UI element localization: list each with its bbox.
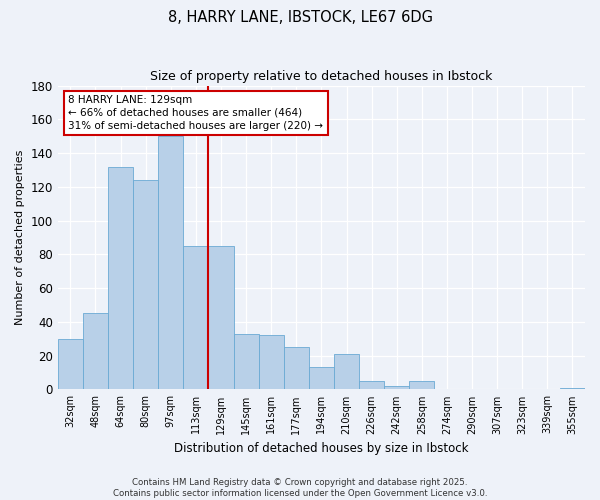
- Bar: [184, 246, 208, 390]
- Y-axis label: Number of detached properties: Number of detached properties: [15, 150, 25, 325]
- Bar: [409, 381, 434, 390]
- Text: Contains HM Land Registry data © Crown copyright and database right 2025.
Contai: Contains HM Land Registry data © Crown c…: [113, 478, 487, 498]
- Bar: [58, 339, 83, 390]
- Bar: [359, 381, 384, 390]
- Text: 8, HARRY LANE, IBSTOCK, LE67 6DG: 8, HARRY LANE, IBSTOCK, LE67 6DG: [167, 10, 433, 25]
- Bar: [208, 246, 233, 390]
- Bar: [384, 386, 409, 390]
- Bar: [233, 334, 259, 390]
- Bar: [108, 166, 133, 390]
- Bar: [334, 354, 359, 390]
- Bar: [309, 368, 334, 390]
- Text: 8 HARRY LANE: 129sqm
← 66% of detached houses are smaller (464)
31% of semi-deta: 8 HARRY LANE: 129sqm ← 66% of detached h…: [68, 94, 323, 131]
- Title: Size of property relative to detached houses in Ibstock: Size of property relative to detached ho…: [150, 70, 493, 83]
- Bar: [133, 180, 158, 390]
- Bar: [83, 314, 108, 390]
- Bar: [259, 336, 284, 390]
- Bar: [284, 347, 309, 390]
- Bar: [158, 136, 184, 390]
- X-axis label: Distribution of detached houses by size in Ibstock: Distribution of detached houses by size …: [174, 442, 469, 455]
- Bar: [560, 388, 585, 390]
